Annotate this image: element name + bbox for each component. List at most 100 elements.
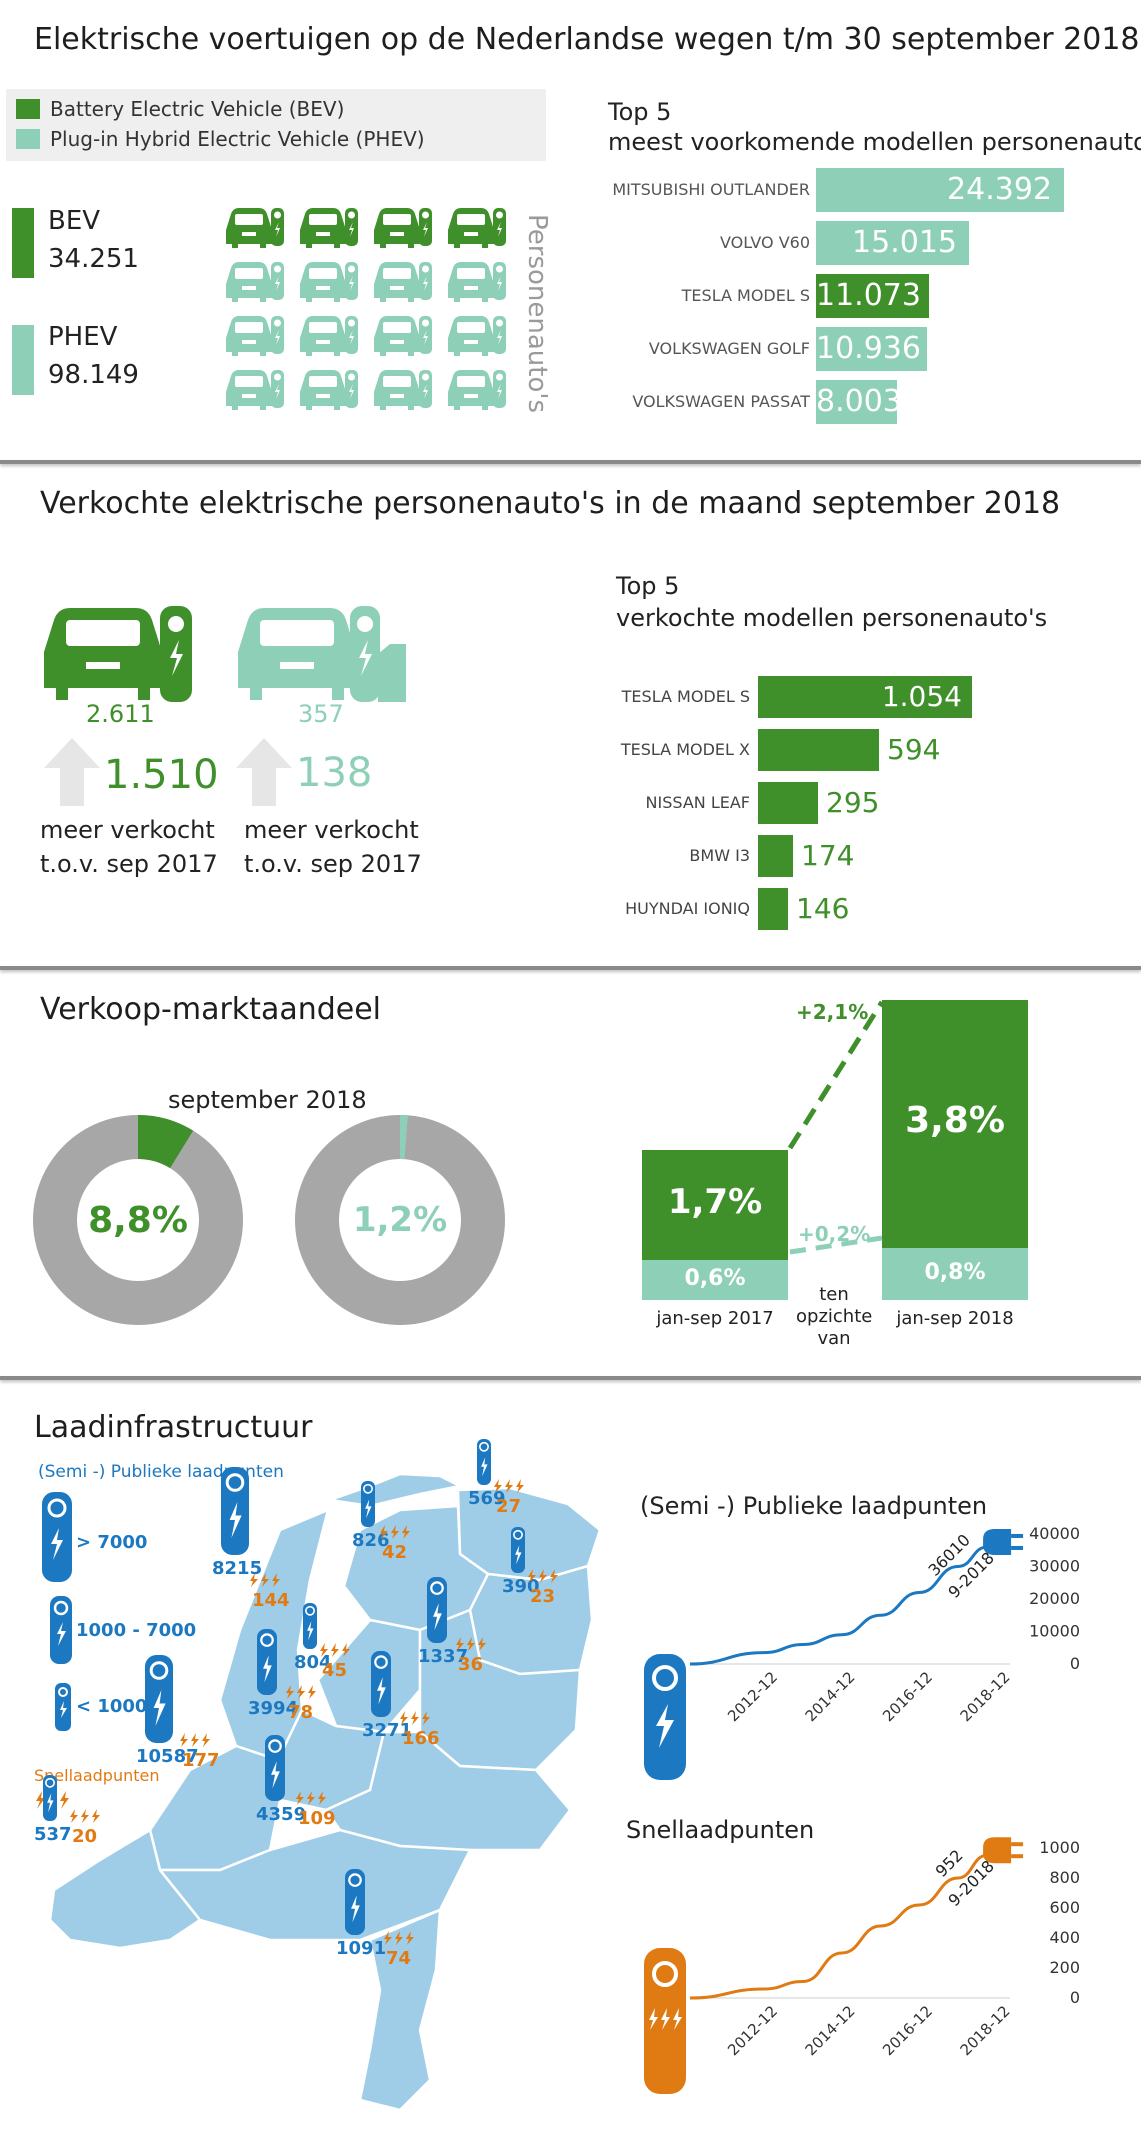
bar <box>758 835 793 877</box>
plug-chart1-icon <box>644 1654 686 1780</box>
section-vehicles-on-road: Elektrische voertuigen op de Nederlandse… <box>0 0 1141 462</box>
map-fast-count: 23 <box>530 1586 556 1607</box>
divider <box>0 1376 1141 1380</box>
x-tick-label: 2018-12 <box>957 2002 1014 2059</box>
legend-phev-swatch <box>16 129 40 149</box>
vertical-personenautos-label: Personenauto's <box>522 214 552 414</box>
map-public-count: 569 <box>468 1488 506 1509</box>
legend-bev-swatch <box>16 99 40 119</box>
bev-sold-count: 2.611 <box>86 700 155 728</box>
section-title: Laadinfrastructuur <box>34 1410 313 1445</box>
bev-car-icon <box>44 606 192 702</box>
phev-marker <box>12 325 34 395</box>
public-charging-line-chart: 0 10000 20000 30000 40000 2012-12 2014-12 2016-… <box>689 1524 1080 1725</box>
map-public-count: 1337 <box>418 1646 469 1667</box>
plug-pin <box>1011 1545 1024 1550</box>
bar-2018-total: 3,8% <box>905 1100 1005 1141</box>
arrow-up-icon <box>236 738 292 806</box>
phev-count: 98.149 <box>48 360 139 390</box>
delta-phev-line <box>789 1235 883 1255</box>
bar <box>758 729 879 771</box>
bar-category-label: VOLKSWAGEN GOLF <box>648 339 810 358</box>
bar-value: 594 <box>887 733 941 766</box>
fast-charge-icon <box>494 1479 524 1493</box>
car-icon <box>374 208 432 248</box>
phev-sold-count: 357 <box>298 700 344 728</box>
delta-phev: +0,2% <box>798 1222 871 1246</box>
x-tick-label: 2012-12 <box>724 2002 781 2059</box>
car-icon <box>300 262 358 302</box>
bar: 15.015 <box>816 221 969 265</box>
map-fast-count: 27 <box>496 1496 522 1517</box>
bar-category-label: TESLA MODEL X <box>620 740 750 759</box>
bar-category-label: HUYNDAI IONIQ <box>625 899 750 918</box>
car-icon <box>448 316 506 356</box>
compare-word-3: van <box>817 1328 851 1349</box>
bar-2018-label: jan-sep 2018 <box>896 1308 1014 1329</box>
section-sold-september: Verkochte elektrische personenauto's in … <box>0 464 1141 968</box>
province-overijssel <box>418 1608 582 1772</box>
phev-label: PHEV <box>48 322 118 352</box>
x-tick-label: 2016-12 <box>879 1668 936 1725</box>
province-friesland-islands <box>329 1472 464 1508</box>
province-noord-brabant <box>157 1828 472 1942</box>
map-public-count: 3994 <box>248 1698 299 1719</box>
map-public-count: 826 <box>352 1530 390 1551</box>
y-tick-label: 1000 <box>1039 1838 1080 1857</box>
bar <box>758 888 788 930</box>
compare-word-2: opzichte <box>796 1306 873 1327</box>
bar: 10.936 <box>816 327 927 371</box>
bar: 11.073 <box>816 274 929 318</box>
y-tick-label: 600 <box>1049 1898 1080 1917</box>
x-tick-label: 2014-12 <box>802 2002 859 2059</box>
province-gelderland <box>324 1730 572 1852</box>
plug-end-icon <box>983 1528 1024 1555</box>
map-fast-count: 45 <box>322 1660 348 1681</box>
section-title: Elektrische voertuigen op de Nederlandse… <box>34 22 1140 57</box>
bar-category-label: MITSUBISHI OUTLANDER <box>612 180 810 199</box>
fast-charge-icon <box>528 1569 558 1583</box>
delta-bev-line <box>787 1000 885 1150</box>
plug-pin <box>1011 1854 1024 1859</box>
x-tick-label: 2014-12 <box>802 1668 859 1725</box>
plug-icon <box>257 1629 277 1695</box>
fast-charge-icon <box>70 1809 100 1823</box>
plug-icon <box>345 1869 365 1935</box>
plug-pin <box>1011 1842 1024 1847</box>
phev-compared-to: t.o.v. sep 2017 <box>244 850 422 878</box>
bar-category-label: VOLVO V60 <box>719 233 810 252</box>
car-icon <box>374 316 432 356</box>
top5-title: Top 5 <box>608 98 672 126</box>
map-public-count: 1091 <box>336 1938 387 1959</box>
bev-share-value: 8,8% <box>88 1200 188 1241</box>
fast-charging-line-chart: 0 200 400 600 800 1000 2012-12 2014-12 2016-12 20… <box>689 1837 1080 2059</box>
fast-charge-icon <box>286 1685 316 1699</box>
divider <box>0 966 1141 970</box>
phev-more-sold: meer verkocht <box>244 816 419 844</box>
legend-mid: 1000 - 7000 <box>76 1620 197 1641</box>
bar-2017-phev <box>642 1260 788 1300</box>
bar-category-label: TESLA MODEL S <box>681 286 810 305</box>
bar-2017-bev <box>642 1150 788 1260</box>
map-public-count: 804 <box>294 1652 332 1673</box>
plug-large-icon <box>42 1492 72 1582</box>
map-fast-count: 78 <box>288 1702 314 1723</box>
bar-2018-phev <box>882 1248 1028 1300</box>
divider <box>0 460 1141 464</box>
plug-icon <box>371 1651 391 1717</box>
series-line <box>689 1853 988 2000</box>
bar-2017-label: jan-sep 2017 <box>656 1308 774 1329</box>
donut-segment <box>33 1115 243 1325</box>
legend-bev: Battery Electric Vehicle (BEV) <box>16 97 344 121</box>
y-tick-label: 40000 <box>1029 1524 1080 1543</box>
car-icon <box>226 262 284 302</box>
map-fast-count: 144 <box>252 1590 290 1611</box>
bev-marker <box>12 208 34 278</box>
map-fast-count: 36 <box>458 1654 484 1675</box>
plug-mid-icon <box>50 1596 72 1664</box>
plug-icon <box>361 1481 375 1527</box>
map-fast-count: 74 <box>386 1948 412 1969</box>
plug-icon <box>43 1775 57 1821</box>
donut-title: september 2018 <box>168 1086 367 1114</box>
bar: 24.392 <box>816 168 1064 212</box>
